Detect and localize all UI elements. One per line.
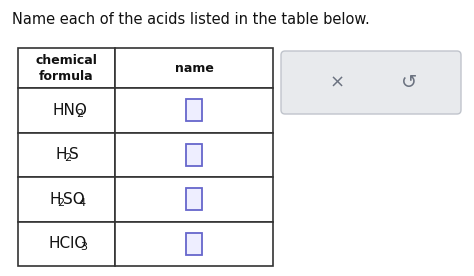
Text: S: S [69,147,79,162]
Text: 2: 2 [76,109,83,119]
Bar [18,177,115,222]
Bar [186,188,202,210]
Text: 3: 3 [80,242,87,252]
Bar [18,48,115,88]
Text: SO: SO [63,192,84,207]
Text: H: H [49,192,61,207]
Text: name: name [174,62,213,75]
Bar [115,177,273,222]
Text: HNO: HNO [52,103,87,118]
Text: ×: × [329,73,344,92]
FancyBboxPatch shape [281,51,461,114]
Text: H: H [56,147,67,162]
Text: HClO: HClO [48,236,86,251]
Bar [115,132,273,177]
Bar [18,132,115,177]
Text: 4: 4 [78,198,85,208]
Bar [186,99,202,121]
Bar [18,222,115,266]
Bar [115,222,273,266]
Text: 2: 2 [64,153,71,163]
Bar [115,88,273,132]
Text: Name each of the acids listed in the table below.: Name each of the acids listed in the tab… [12,12,370,27]
Bar [186,144,202,166]
Bar [18,88,115,132]
Text: 2: 2 [57,198,64,208]
Text: chemical
formula: chemical formula [36,54,98,83]
Bar [186,233,202,255]
Bar [115,48,273,88]
Text: ↺: ↺ [401,73,417,92]
